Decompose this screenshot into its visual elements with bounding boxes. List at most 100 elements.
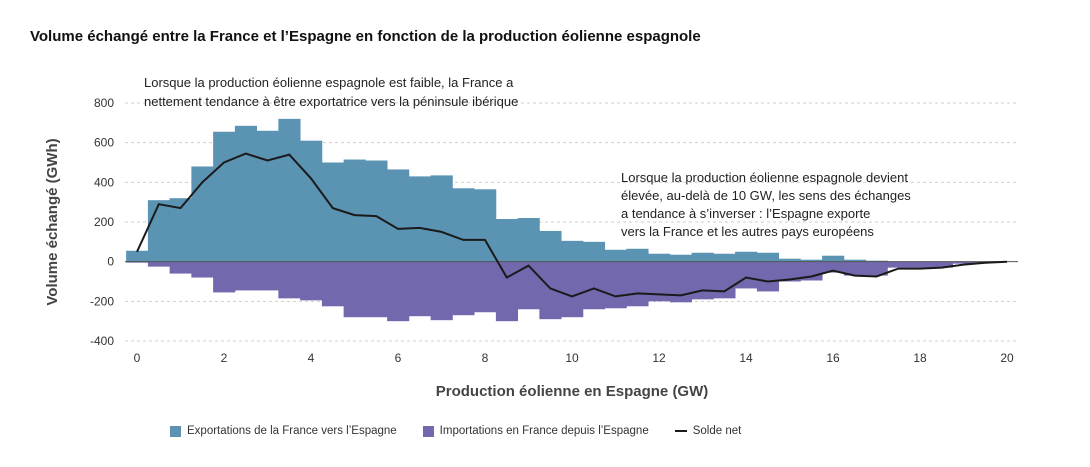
import-bar	[430, 261, 453, 321]
export-bar	[626, 248, 649, 262]
imports-bars	[126, 261, 997, 322]
export-bar	[843, 259, 867, 262]
export-bar	[169, 198, 192, 262]
export-bar	[430, 175, 453, 262]
annotation-top-line-2: nettement tendance à être exportatrice v…	[144, 94, 518, 109]
import-bar	[691, 261, 714, 300]
annotation-right-line-2: élevée, au-delà de 10 GW, les sens des é…	[621, 188, 911, 203]
export-bar	[582, 241, 606, 262]
import-bar	[930, 261, 954, 268]
legend: Exportations de la France vers l’Espagne…	[170, 425, 741, 437]
import-bar	[778, 261, 801, 282]
export-bar	[365, 160, 388, 262]
annotation-right-line-1: Lorsque la production éolienne espagnole…	[621, 170, 908, 185]
export-bar	[256, 130, 279, 262]
x-tick-label: 0	[134, 351, 141, 365]
legend-swatch-net	[674, 430, 687, 432]
x-tick-label: 2	[221, 351, 228, 365]
import-bar	[713, 261, 736, 299]
import-bar	[582, 261, 606, 310]
export-bar	[561, 240, 584, 262]
export-bar	[691, 252, 714, 262]
import-bar	[909, 261, 932, 268]
export-bar	[756, 252, 780, 262]
import-bar	[452, 261, 475, 316]
export-bar	[713, 253, 736, 262]
import-bar	[756, 261, 780, 292]
export-bar	[735, 251, 758, 262]
export-bar	[822, 255, 845, 262]
legend-item-exports: Exportations de la France vers l’Espagne	[170, 425, 397, 437]
import-bar	[321, 261, 345, 307]
import-bar	[952, 261, 975, 264]
export-bar	[300, 140, 323, 262]
annotation-top-line-1: Lorsque la production éolienne espagnole…	[144, 75, 514, 90]
legend-label-imports: Importations en France depuis l’Espagne	[439, 425, 649, 437]
import-bar	[300, 261, 323, 301]
import-bar	[822, 261, 845, 273]
import-bar	[561, 261, 584, 318]
import-bar	[213, 261, 236, 293]
y-tick-label: 200	[94, 215, 114, 229]
import-bar	[408, 261, 432, 317]
export-bar	[213, 131, 236, 262]
import-bar	[626, 261, 649, 307]
x-tick-labels: 0 2 4 6 8 10 12 14 16 18 20	[134, 351, 1014, 365]
y-tick-label: -400	[90, 334, 114, 348]
export-bar	[343, 159, 366, 262]
export-bar	[408, 176, 432, 262]
exports-bars	[126, 118, 888, 262]
y-axis-label: Volume échangé (GWh)	[44, 138, 61, 305]
import-bar	[669, 261, 693, 303]
export-bar	[669, 254, 693, 262]
y-tick-label: 800	[94, 96, 114, 110]
import-bar	[495, 261, 519, 322]
import-bar	[147, 261, 171, 267]
y-tick-label: 600	[94, 136, 114, 150]
export-bar	[800, 259, 823, 262]
legend-label-exports: Exportations de la France vers l’Espagne	[187, 425, 397, 437]
export-bar	[147, 200, 171, 262]
export-bar	[517, 218, 540, 262]
import-bar	[191, 261, 214, 278]
export-bar	[278, 118, 301, 262]
legend-swatch-imports	[422, 425, 434, 437]
import-bar	[256, 261, 279, 291]
y-tick-labels: 800 600 400 200 0 -200 -400	[90, 96, 114, 348]
legend-item-net: Solde net	[674, 425, 741, 437]
export-bar	[539, 230, 562, 262]
annotation-right-line-3: a tendance à s’inverser : l’Espagne expo…	[621, 206, 870, 221]
x-tick-label: 20	[1000, 351, 1014, 365]
x-tick-label: 16	[826, 351, 840, 365]
import-bar	[887, 261, 910, 268]
legend-swatch-exports	[170, 425, 181, 437]
import-bar	[843, 261, 867, 276]
x-tick-label: 14	[739, 351, 753, 365]
x-tick-label: 4	[308, 351, 315, 365]
net-balance-line	[136, 152, 1008, 298]
import-bar	[169, 261, 192, 274]
y-tick-label: -200	[90, 294, 114, 308]
import-bar	[648, 261, 671, 302]
export-bar	[778, 258, 801, 262]
export-bar	[495, 219, 519, 262]
x-tick-label: 18	[913, 351, 927, 365]
export-bar	[191, 166, 214, 262]
y-tick-label: 400	[94, 175, 114, 189]
import-bar	[234, 261, 258, 291]
export-bar	[604, 249, 627, 262]
import-bar	[474, 261, 497, 313]
legend-item-imports: Importations en France depuis l’Espagne	[422, 425, 649, 437]
x-tick-label: 12	[652, 351, 666, 365]
annotation-right-line-4: vers la France et les autres pays europé…	[621, 224, 874, 239]
export-bar	[321, 162, 345, 262]
import-bar	[735, 261, 758, 289]
chart-title: Volume échangé entre la France et l’Espa…	[30, 28, 701, 45]
import-bar	[343, 261, 366, 318]
export-bar	[474, 189, 497, 262]
import-bar	[365, 261, 388, 318]
export-bar	[452, 188, 475, 262]
import-bar	[604, 261, 627, 309]
y-tick-label: 0	[107, 255, 114, 269]
